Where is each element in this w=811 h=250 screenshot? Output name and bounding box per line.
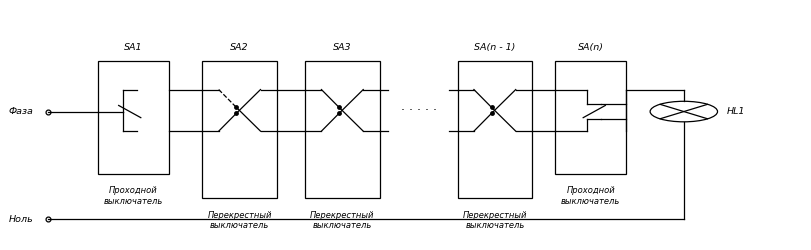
Text: SA3: SA3 [333,43,352,52]
Text: Фаза: Фаза [9,107,34,116]
Bar [556,62,626,174]
Text: · · · · ·: · · · · · [401,104,436,117]
Text: Перекрестный
выключатель: Перекрестный выключатель [310,210,375,230]
Text: Перекрестный
выключатель: Перекрестный выключатель [208,210,272,230]
Text: Проходной
выключатель: Проходной выключатель [104,186,163,206]
Bar [305,62,380,198]
Bar [457,62,532,198]
Bar [202,62,277,198]
Text: Проходной
выключатель: Проходной выключатель [561,186,620,206]
Text: SA1: SA1 [124,43,143,52]
Bar [98,62,169,174]
Text: HL1: HL1 [727,107,745,116]
Text: SA(n - 1): SA(n - 1) [474,43,516,52]
Text: SA(n): SA(n) [577,43,603,52]
Text: Перекрестный
выключатель: Перекрестный выключатель [462,210,527,230]
Text: SA2: SA2 [230,43,249,52]
Text: Ноль: Ноль [9,214,34,224]
